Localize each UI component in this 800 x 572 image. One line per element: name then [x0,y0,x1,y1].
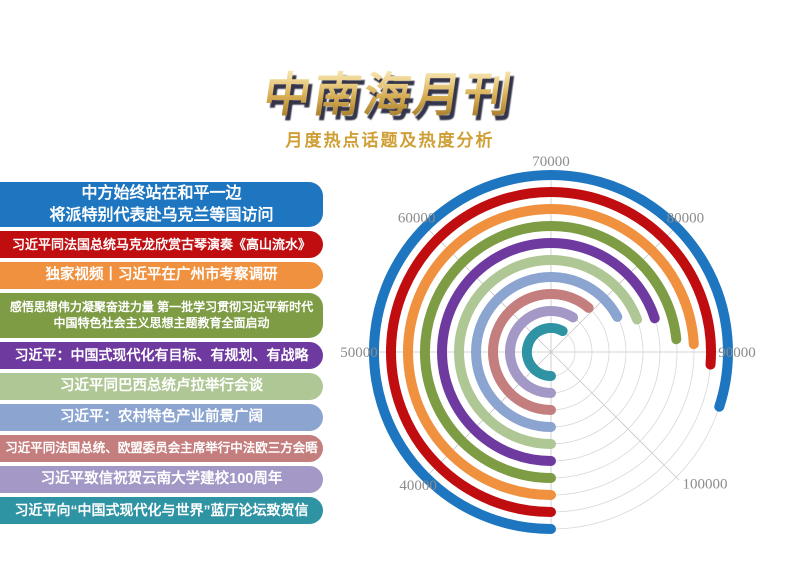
chart-arc [403,204,699,500]
headline-text: 感悟思想伟力凝聚奋进力量 第一批学习贯彻习近平新时代 [9,299,314,314]
chart-arc [386,187,716,517]
headline-text: 习近平致信祝贺云南大学建校100周年 [40,470,283,487]
chart-grid-spoke [550,351,680,481]
chart-tick-label: 100000 [683,477,728,493]
chart-tick-label: 60000 [398,211,436,227]
headline-text: 习近平：农村特色产业前景广阔 [60,408,263,425]
headline-text: 中国特色社会主义思想主题教育全面启动 [53,315,270,330]
chart-arc [437,238,660,466]
headline-text: 习近平同巴西总统卢拉举行会谈 [60,377,263,394]
chart-arc [488,289,594,415]
chart-tick-label: 50000 [340,345,378,361]
headline-item-8: 习近平同法国总统、欧盟委员会主席举行中法欧三方会晤 [0,435,323,462]
chart-arc [521,323,568,382]
headline-item-9: 习近平致信祝贺云南大学建校100周年 [0,466,323,493]
page-subtitle: 月度热点话题及热度分析 [285,131,495,150]
headline-item-6: 习近平同巴西总统卢拉举行会谈 [0,373,323,400]
headline-item-3: 独家视频丨习近平在广州市考察调研 [0,262,323,289]
chart-arc [368,170,733,534]
headline-item-10: 习近平向“中国式现代化与世界”蓝厅论坛致贺信 [0,497,323,524]
chart-tick-label: 90000 [718,345,756,361]
headline-item-2: 习近平同法国总统马克龙欣赏古琴演奏《高山流水》 [0,231,323,258]
chart-arc [420,221,682,483]
headline-item-1: 中方始终站在和平一边 将派特别代表赴乌克兰等国访问 [0,182,323,227]
chart-tick-label: 40000 [399,478,437,494]
chart-arc [454,255,643,449]
headline-item-7: 习近平：农村特色产业前景广阔 [0,404,323,431]
headline-item-5: 习近平：中国式现代化有目标、有规划、有战略 [0,342,323,369]
chart-tick-label: 70000 [532,154,570,170]
headline-text: 习近平向“中国式现代化与世界”蓝厅论坛致贺信 [14,502,309,519]
headline-text: 习近平同法国总统马克龙欣赏古琴演奏《高山流水》 [11,236,311,252]
headline-item-4: 感悟思想伟力凝聚奋进力量 第一批学习贯彻习近平新时代 中国特色社会主义思想主题教… [0,293,323,338]
chart-arc [505,306,578,398]
headline-text: 中方始终站在和平一边 [81,185,242,203]
chart-arc [471,272,623,432]
headline-text: 习近平同法国总统、欧盟委员会主席举行中法欧三方会晤 [5,441,318,456]
headline-text: 将派特别代表赴乌克兰等国访问 [49,206,274,224]
chart-tick-label: 80000 [667,211,705,227]
headline-text: 习近平：中国式现代化有目标、有规划、有战略 [14,347,309,364]
headline-list: 中方始终站在和平一边 将派特别代表赴乌克兰等国访问 习近平同法国总统马克龙欣赏古… [0,182,323,524]
headline-text: 独家视频丨习近平在广州市考察调研 [45,266,278,283]
